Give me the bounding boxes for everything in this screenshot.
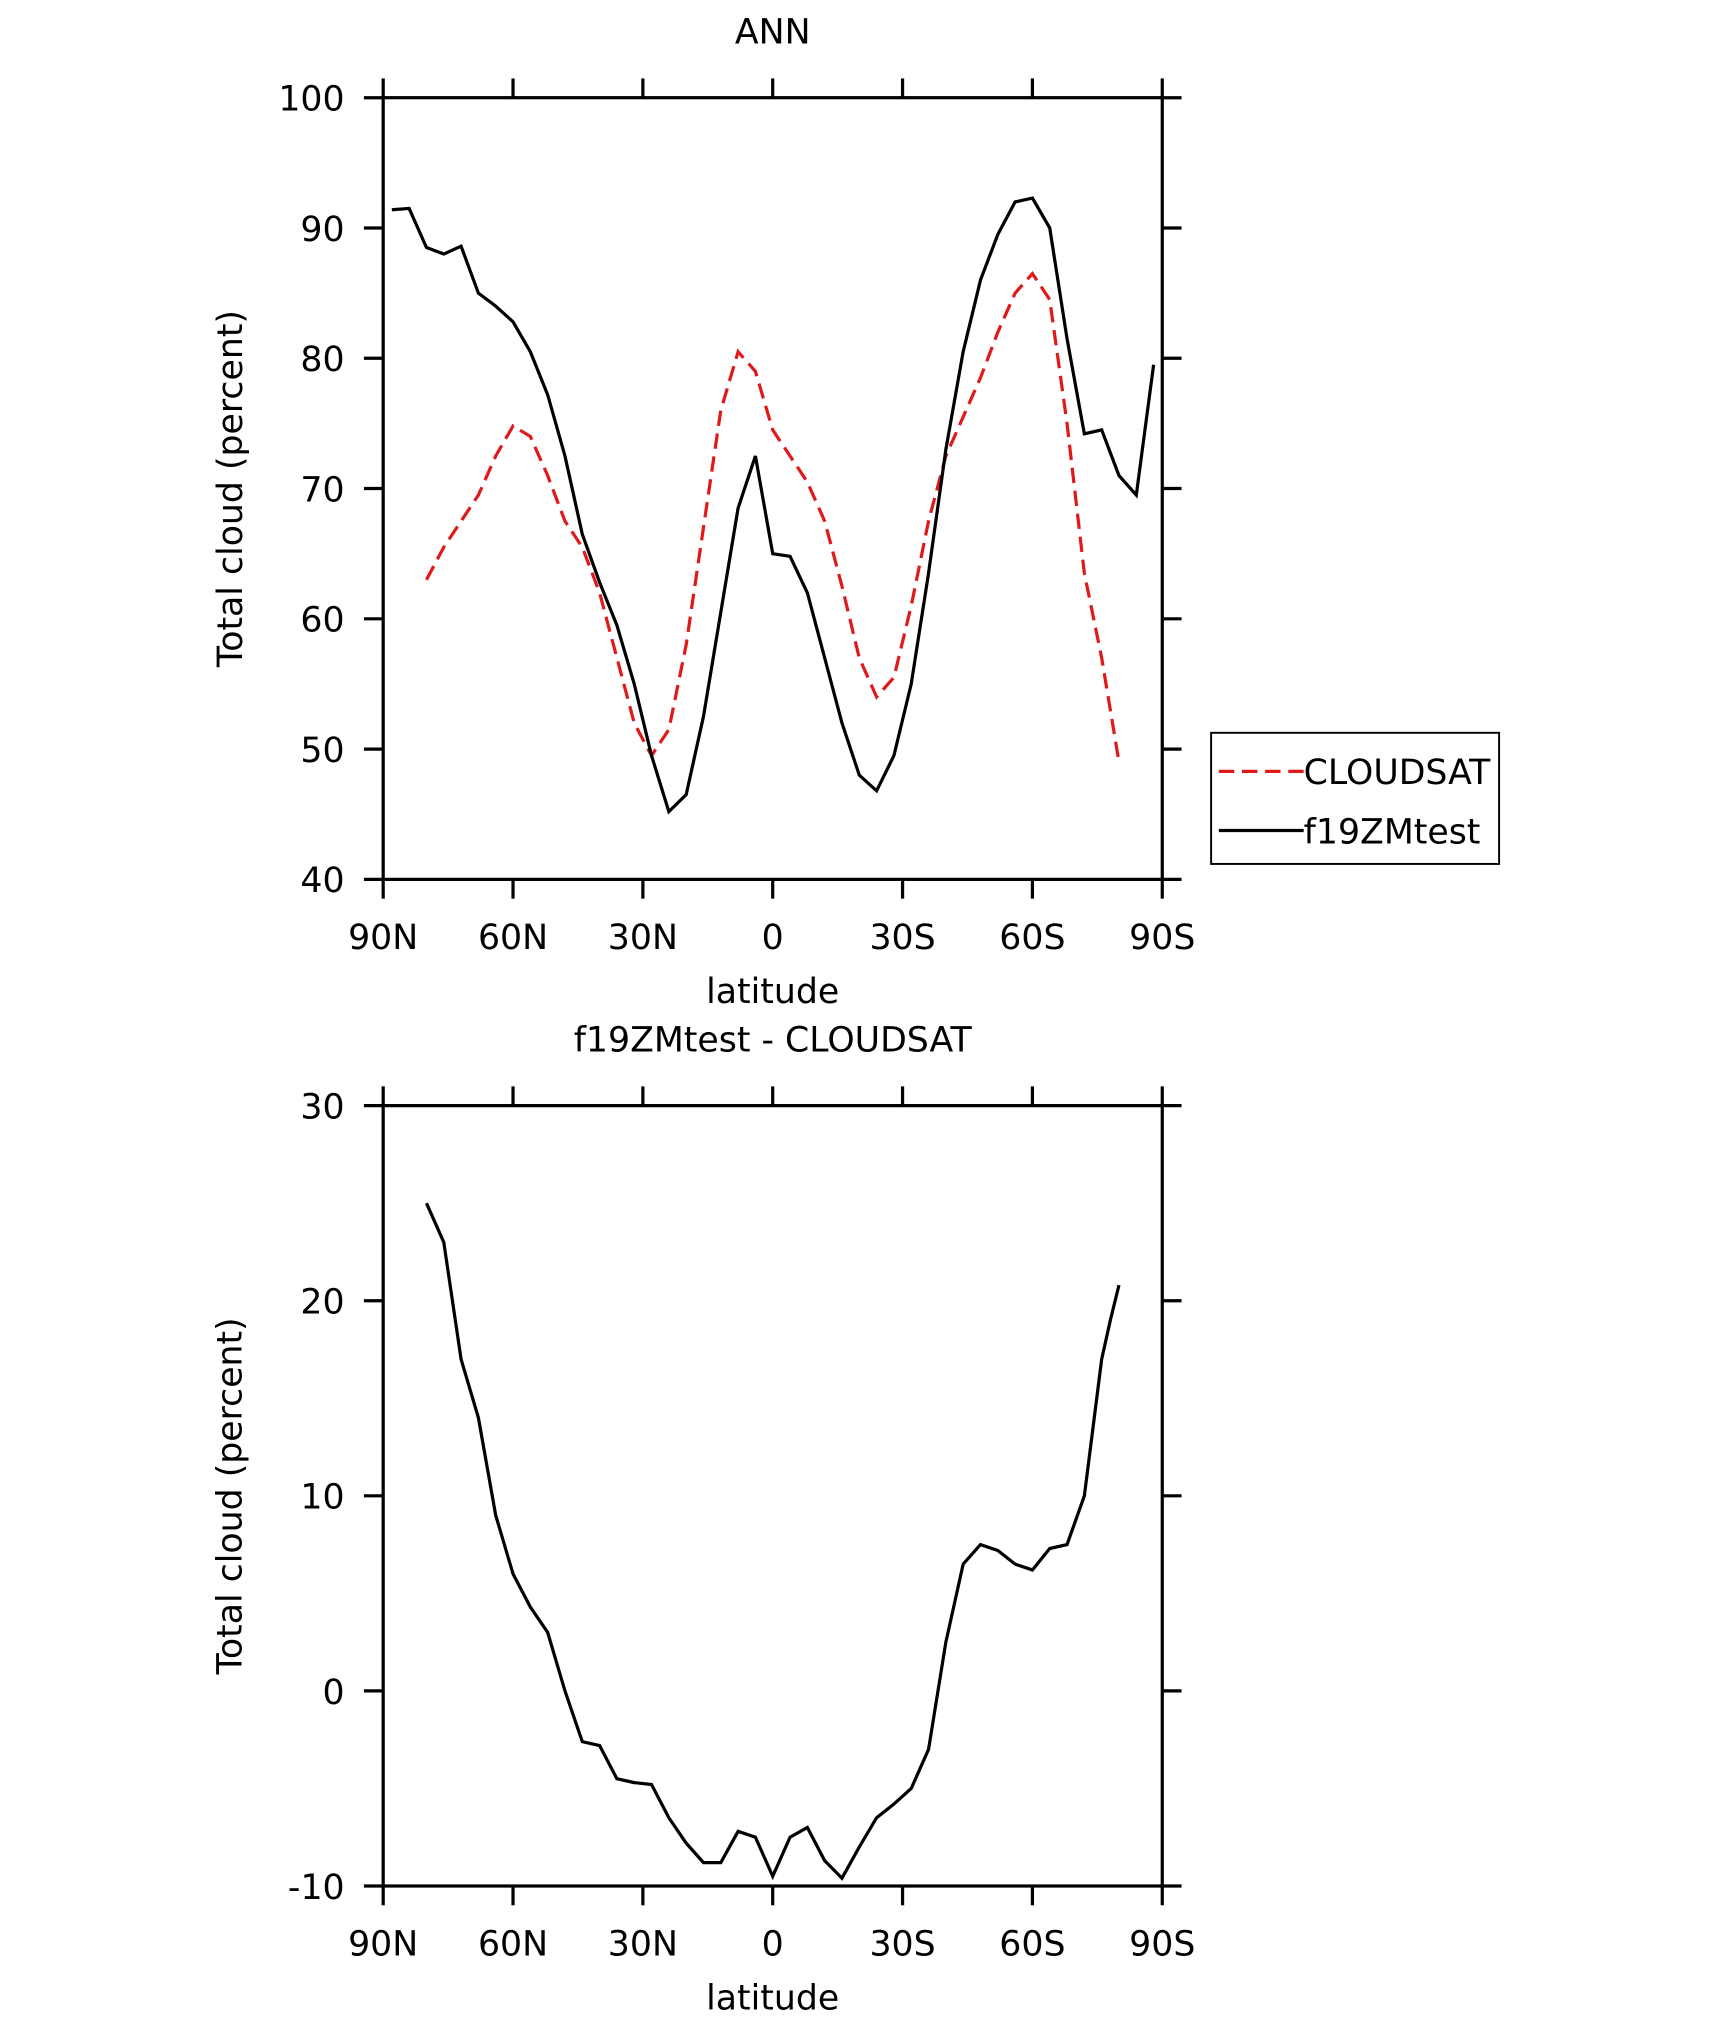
x-tick-label: 30S: [869, 1924, 935, 1964]
y-tick-label: 80: [300, 340, 344, 380]
data-line: [391, 196, 1156, 815]
y-axis-label: Total cloud (percent): [211, 310, 251, 668]
y-tick-label: 50: [300, 731, 344, 771]
plot-frame: [381, 96, 1164, 881]
x-tick-label: 30S: [869, 918, 935, 958]
y-tick-label: 60: [300, 601, 344, 641]
x-tick-label: 60N: [478, 918, 548, 958]
x-tick-label: 60S: [999, 918, 1065, 958]
data-line: [424, 1202, 1121, 1881]
x-axis-label: latitude: [706, 972, 839, 1012]
legend-box: [1210, 731, 1501, 865]
y-tick-label: 30: [300, 1087, 344, 1127]
x-tick-label: 30N: [608, 1924, 678, 1964]
y-tick-label: 90: [300, 210, 344, 250]
legend-label: f19ZMtest: [1304, 812, 1481, 852]
x-tick-label: 60N: [478, 1924, 548, 1964]
legend-label: CLOUDSAT: [1304, 753, 1491, 793]
y-tick-label: 20: [300, 1283, 344, 1323]
x-tick-label: 60S: [999, 1924, 1065, 1964]
chart-title: ANN: [735, 13, 811, 53]
data-line: [425, 270, 1121, 763]
y-tick-label: 10: [300, 1478, 344, 1518]
y-axis-label: Total cloud (percent): [211, 1317, 251, 1675]
y-tick-label: 70: [300, 470, 344, 510]
x-tick-label: 0: [762, 1924, 784, 1964]
y-tick-label: 0: [323, 1673, 345, 1713]
x-tick-label: 90S: [1129, 1924, 1195, 1964]
x-tick-label: 0: [762, 918, 784, 958]
x-axis-label: latitude: [706, 1978, 839, 2018]
plot-frame: [381, 1104, 1164, 1888]
x-tick-label: 30N: [608, 918, 678, 958]
x-tick-label: 90N: [348, 918, 418, 958]
y-tick-label: -10: [288, 1868, 345, 1908]
chart-title: f19ZMtest - CLOUDSAT: [574, 1021, 973, 1061]
y-tick-label: 40: [300, 861, 344, 901]
y-tick-label: 100: [278, 80, 344, 120]
x-tick-label: 90S: [1129, 918, 1195, 958]
x-tick-label: 90N: [348, 1924, 418, 1964]
